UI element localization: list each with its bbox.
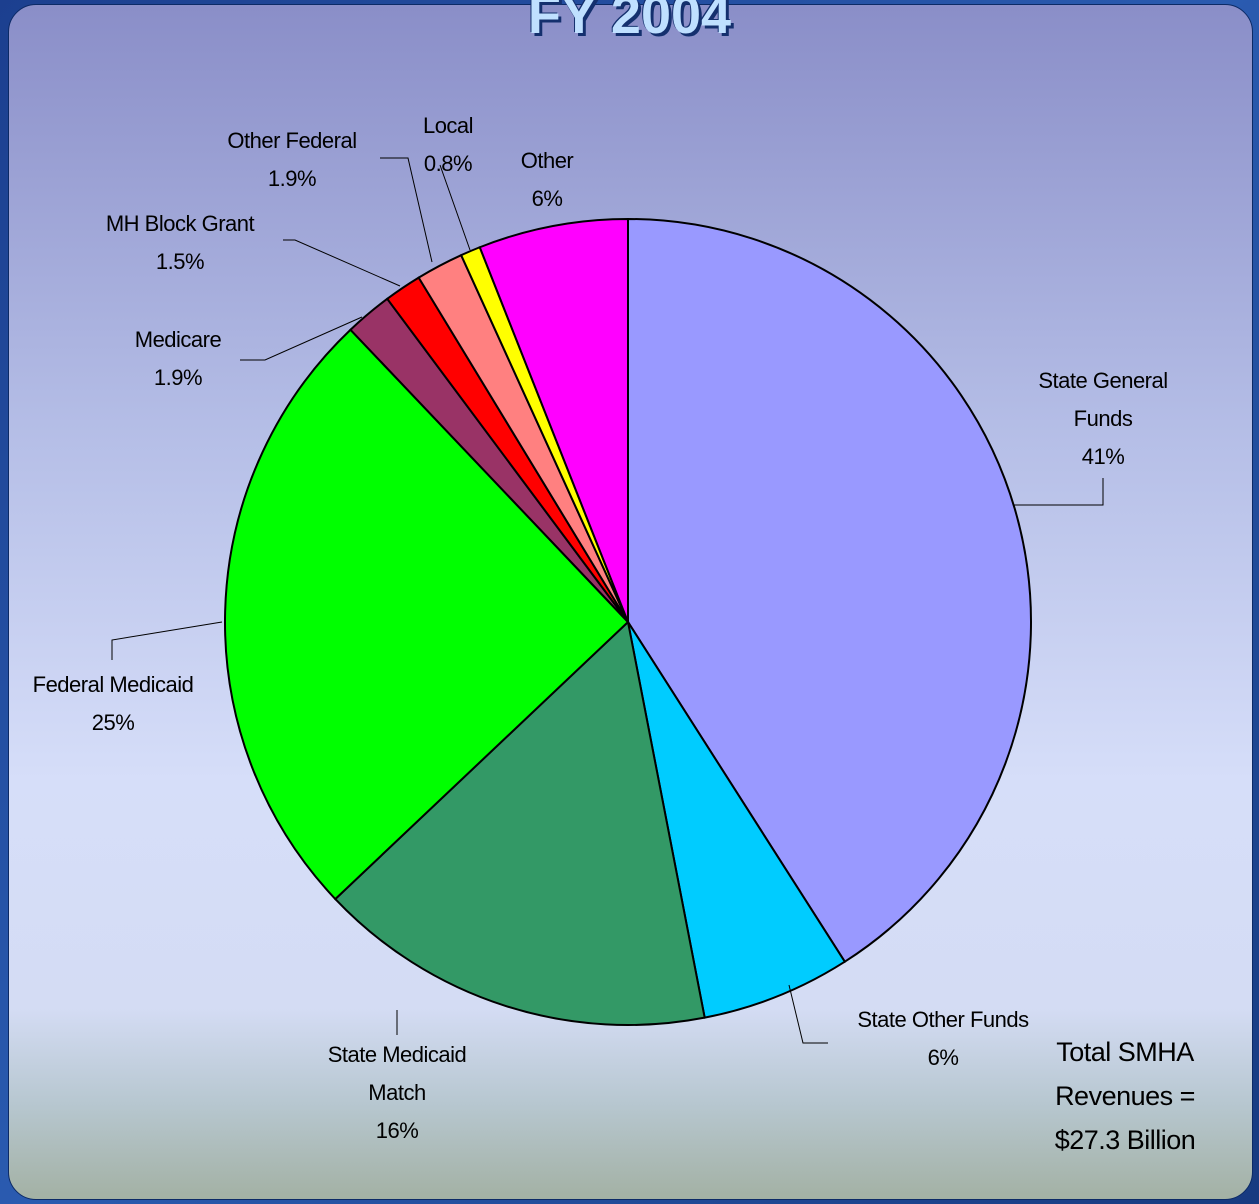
slice-label: State Other Funds 6% [823, 1001, 1063, 1077]
slice-name: State Medicaid Match [327, 1042, 467, 1105]
slice-name: MH Block Grant [105, 211, 255, 236]
slice-label: Other 6% [502, 142, 592, 218]
leader-line [1013, 478, 1104, 506]
slice-label: State General Funds 41% [1013, 362, 1193, 476]
slice-value: 1.9% [267, 166, 317, 191]
leader-line [380, 157, 433, 263]
pie-slice [627, 621, 847, 1019]
chart-title: FY 2004 [527, 0, 732, 45]
annotation: Total SMHA Revenues = $27.3 Billion [1054, 1037, 1196, 1155]
slice-name: Other Federal [227, 128, 357, 153]
slice-label: State Medicaid Match 16% [307, 1036, 487, 1150]
slice-label: Local 0.8% [403, 107, 493, 183]
slice-name: State Other Funds [857, 1007, 1029, 1032]
slice-name: State General Funds [1038, 368, 1168, 431]
pie-slice [478, 217, 629, 623]
slice-value: 6% [927, 1045, 959, 1070]
slice-label: Medicare 1.9% [108, 321, 248, 397]
slice-value: 1.9% [153, 365, 203, 390]
pie-slice [333, 620, 706, 1026]
slice-label: Federal Medicaid 25% [0, 666, 228, 742]
slice-label: Other Federal 1.9% [197, 122, 387, 198]
slice-name: Local [422, 113, 474, 138]
leader-line [240, 316, 363, 361]
leader-line [111, 621, 223, 660]
leader-line [283, 239, 401, 287]
slice-value: 6% [531, 186, 563, 211]
slice-value: 16% [375, 1118, 419, 1143]
slice-value: 1.5% [155, 249, 205, 274]
slice-name: Other [520, 148, 574, 173]
slice-name: Federal Medicaid [32, 672, 194, 697]
pie-slice [224, 328, 630, 901]
slice-value: 25% [91, 710, 135, 735]
pie-slice [627, 217, 1032, 964]
leader-line [439, 164, 471, 251]
slice-value: 41% [1081, 444, 1125, 469]
leader-line [788, 984, 828, 1044]
slice-label: MH Block Grant 1.5% [70, 205, 290, 281]
slice-name: Medicare [134, 327, 222, 352]
slice-value: 0.8% [423, 151, 473, 176]
